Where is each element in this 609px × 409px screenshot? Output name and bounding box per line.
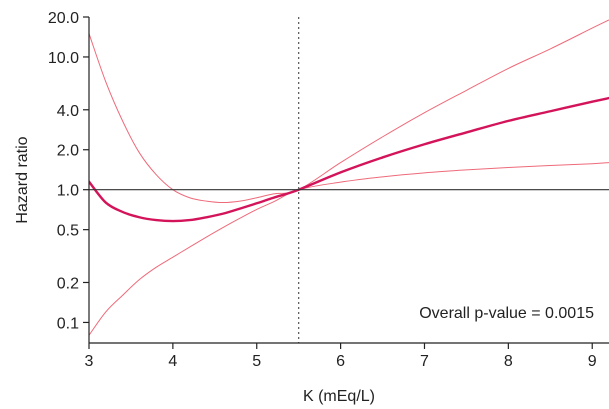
x-tick-label: 5 [252, 353, 261, 370]
y-tick-label: 0.5 [57, 223, 79, 240]
x-tick-label: 8 [504, 353, 513, 370]
y-axis-label: Hazard ratio [14, 136, 31, 223]
y-tick-label: 2.0 [57, 143, 79, 160]
ci-upper-curve [89, 19, 609, 204]
x-axis-label: K (mEq/L) [303, 388, 375, 405]
y-tick-label: 1.0 [57, 183, 79, 200]
ci-lower-curve [89, 162, 609, 336]
confidence-interval-lines [89, 19, 609, 336]
x-tick-label: 7 [420, 353, 429, 370]
y-tick-label: 20.0 [48, 10, 79, 27]
axes: 0.1 0.2 0.5 1.0 2.0 4.0 10.0 20.0 3 4 5 6 7 8 9 [48, 10, 609, 370]
x-tick-label: 4 [168, 353, 177, 370]
estimate-curve-group [89, 96, 609, 223]
x-tick-label: 3 [85, 353, 94, 370]
x-tick-label: 6 [336, 353, 345, 370]
y-tick-label: 0.1 [57, 315, 79, 332]
p-value-annotation: Overall p-value = 0.0015 [419, 305, 594, 322]
y-tick-label: 0.2 [57, 275, 79, 292]
y-tick-label: 4.0 [57, 103, 79, 120]
y-tick-label: 10.0 [48, 50, 79, 67]
x-tick-label: 9 [588, 353, 597, 370]
estimate-curve [89, 96, 609, 223]
